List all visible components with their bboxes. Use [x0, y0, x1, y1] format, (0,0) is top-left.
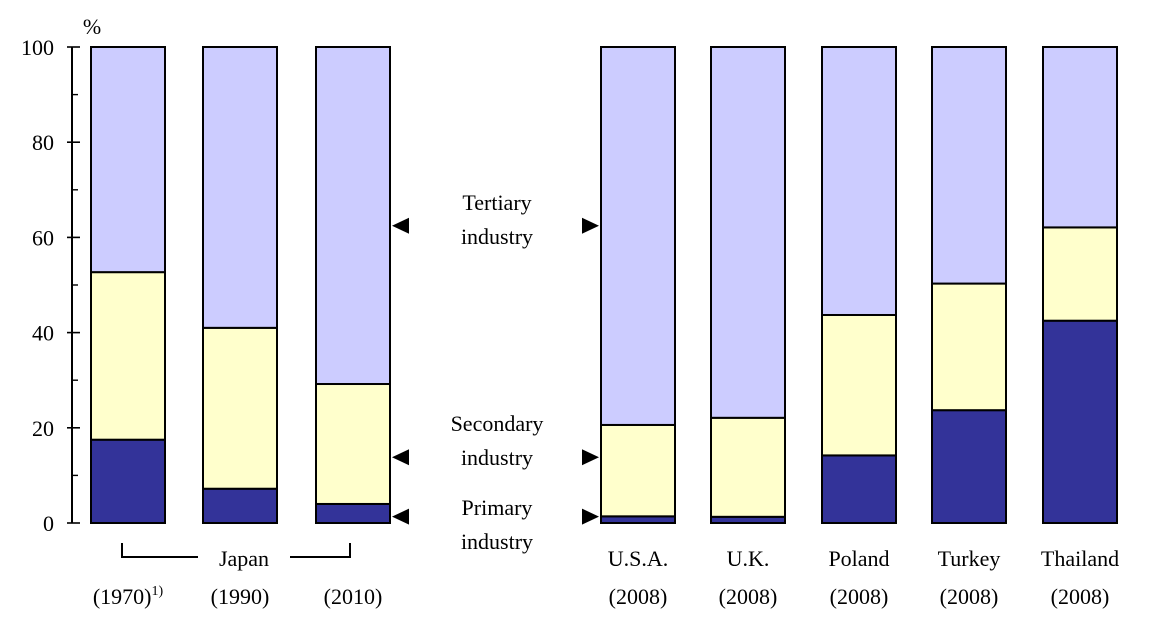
bar-group	[90, 46, 1118, 525]
category-label: Poland	[828, 546, 889, 571]
bar-segment	[821, 313, 897, 457]
bar-segment	[315, 502, 391, 524]
category-year-label: (1970)1)	[93, 584, 164, 609]
legend-arrow-right	[582, 449, 599, 466]
bar-segment	[1042, 46, 1118, 229]
category-label: Turkey	[938, 546, 1001, 571]
bar-segment	[931, 46, 1007, 285]
legend-label: Tertiary	[462, 190, 531, 215]
legend-arrow-left	[392, 217, 409, 234]
category-year-label: (2008)	[940, 584, 999, 609]
legend-arrow-left	[392, 508, 409, 525]
y-axis-ticks: 0 20 40 60 80 100	[21, 35, 80, 536]
legend-label: Secondary	[451, 411, 544, 436]
bar-segment	[600, 423, 676, 518]
bar-segment	[202, 326, 278, 490]
bar-segment	[931, 282, 1007, 412]
category-year-label: (2008)	[609, 584, 668, 609]
bar-segment	[1042, 319, 1118, 525]
legend-arrow-left	[392, 449, 409, 466]
y-axis-unit: %	[83, 14, 101, 39]
legend-arrow-right	[582, 217, 599, 234]
bar-segment	[90, 46, 166, 274]
category-label: U.K.	[727, 546, 770, 571]
y-tick-label: 80	[32, 130, 54, 155]
bar-segment	[1042, 226, 1118, 322]
y-tick-label: 100	[21, 35, 54, 60]
category-year-label: (1990)	[211, 584, 270, 609]
category-label: U.S.A.	[608, 546, 669, 571]
bar-segment	[821, 454, 897, 524]
bar-segment	[202, 487, 278, 524]
bar-segment	[315, 383, 391, 505]
category-year-label: (2008)	[719, 584, 778, 609]
bar-segment	[90, 271, 166, 441]
category-year-label: (2008)	[1051, 584, 1110, 609]
japan-group-label: Japan	[219, 546, 269, 571]
bar-segment	[315, 46, 391, 386]
y-tick-label: 60	[32, 225, 54, 250]
legend-label: industry	[461, 445, 533, 470]
bar-segment	[600, 46, 676, 426]
category-year-label: (2008)	[830, 584, 889, 609]
bar-segment	[710, 46, 786, 419]
legend-label: industry	[461, 224, 533, 249]
y-tick-label: 20	[32, 416, 54, 441]
series-legend: Tertiary industry Secondary industry Primary…	[392, 190, 599, 554]
bar-segment	[931, 409, 1007, 524]
y-tick-label: 0	[43, 511, 54, 536]
bar-segment	[90, 438, 166, 525]
japan-group-bracket	[121, 543, 351, 558]
category-label: Thailand	[1041, 546, 1119, 571]
legend-label: Primary	[462, 495, 533, 520]
x-axis-labels: Japan (1970)1) (1990) (2010) U.S.A. (2008) U.K…	[93, 543, 1119, 609]
bar-segment	[821, 46, 897, 316]
footnote-marker: 1)	[151, 584, 163, 599]
category-year-label: (2010)	[324, 584, 383, 609]
legend-label: industry	[461, 529, 533, 554]
legend-arrow-right	[582, 508, 599, 525]
bar-segment	[202, 46, 278, 329]
bar-segment	[710, 416, 786, 518]
y-tick-label: 40	[32, 321, 54, 346]
